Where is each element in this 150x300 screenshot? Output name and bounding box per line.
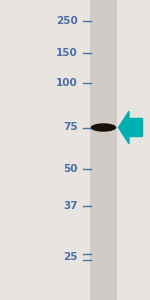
Bar xyxy=(90,0,117,300)
Text: 100: 100 xyxy=(56,77,78,88)
Text: 50: 50 xyxy=(63,164,78,175)
FancyArrow shape xyxy=(118,111,142,144)
Text: 37: 37 xyxy=(63,200,78,211)
Text: 75: 75 xyxy=(63,122,78,133)
Text: 25: 25 xyxy=(63,251,78,262)
Text: 150: 150 xyxy=(56,47,78,58)
Text: 250: 250 xyxy=(56,16,78,26)
Ellipse shape xyxy=(91,123,116,132)
